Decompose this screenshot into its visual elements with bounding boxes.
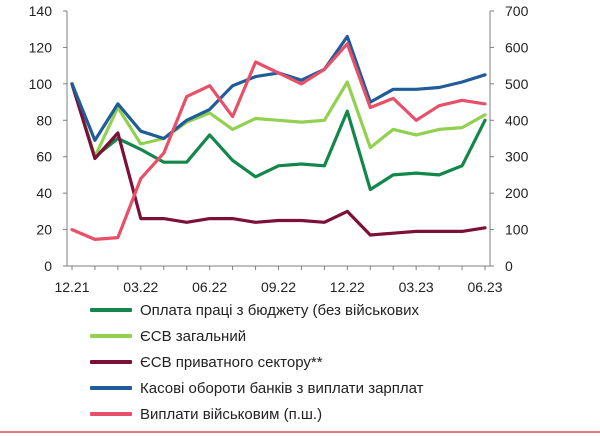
legend-label: Оплата праці з бюджету (без військових [140, 301, 419, 319]
legend-swatch [90, 386, 132, 390]
y-left-tick-label: 100 [29, 76, 53, 92]
y-right-tick-label: 300 [505, 149, 529, 165]
chart-series [70, 34, 487, 241]
x-tick-label: 09.22 [261, 279, 296, 295]
y-left-tick-label: 40 [36, 185, 52, 201]
legend-swatch [90, 334, 132, 338]
y-right-tick-label: 0 [505, 258, 513, 274]
legend-label: ЄСВ загальний [140, 327, 247, 345]
x-tick-label: 12.22 [330, 279, 365, 295]
legend-item: Оплата праці з бюджету (без військових [90, 297, 560, 323]
chart-axes [66, 11, 491, 267]
legend-label: Касові обороти банків з виплати зарплат [140, 379, 424, 397]
legend-label: ЄСВ приватного сектору** [140, 353, 323, 371]
legend-swatch [90, 412, 132, 416]
legend-item: ЄСВ приватного сектору** [90, 349, 560, 375]
x-tick-label: 06.23 [467, 279, 502, 295]
series-line-3 [70, 82, 487, 237]
y-left-tick-label: 0 [44, 258, 52, 274]
series-line-2 [70, 80, 487, 159]
x-tick-label: 06.22 [192, 279, 227, 295]
y-left-tick-label: 20 [36, 222, 52, 238]
y-right-tick-label: 600 [505, 39, 529, 55]
legend-item: ЄСВ загальний [90, 323, 560, 349]
y-left-tick-label: 120 [29, 39, 53, 55]
y-right-tick-label: 500 [505, 76, 529, 92]
chart-legend: Оплата праці з бюджету (без військових Є… [90, 297, 560, 427]
series-line-4 [70, 34, 487, 142]
x-tick-label: 03.23 [399, 279, 434, 295]
y-right-tick-label: 700 [505, 3, 529, 19]
x-tick-label: 12.21 [54, 279, 89, 295]
x-tick-label: 03.22 [123, 279, 158, 295]
y-right-tick-label: 400 [505, 112, 529, 128]
y-right-tick-label: 100 [505, 222, 529, 238]
legend-swatch [90, 360, 132, 364]
bottom-rule [0, 431, 600, 433]
y-left-tick-label: 80 [36, 112, 52, 128]
y-right-tick-label: 200 [505, 185, 529, 201]
series-line-5 [70, 42, 487, 241]
legend-swatch [90, 308, 132, 312]
y-left-tick-label: 140 [29, 3, 53, 19]
legend-item: Виплати військовим (п.ш.) [90, 401, 560, 427]
y-left-tick-label: 60 [36, 149, 52, 165]
series-line-1 [70, 82, 487, 192]
legend-label: Виплати військовим (п.ш.) [140, 405, 323, 423]
chart: 0 20 40 60 80 100 120 140 0 100 200 300 400 500 600 700… [29, 3, 529, 295]
chart-ticks: 0 20 40 60 80 100 120 140 0 100 200 300 400 500 600 700… [29, 3, 529, 295]
legend-item: Касові обороти банків з виплати зарплат [90, 375, 560, 401]
